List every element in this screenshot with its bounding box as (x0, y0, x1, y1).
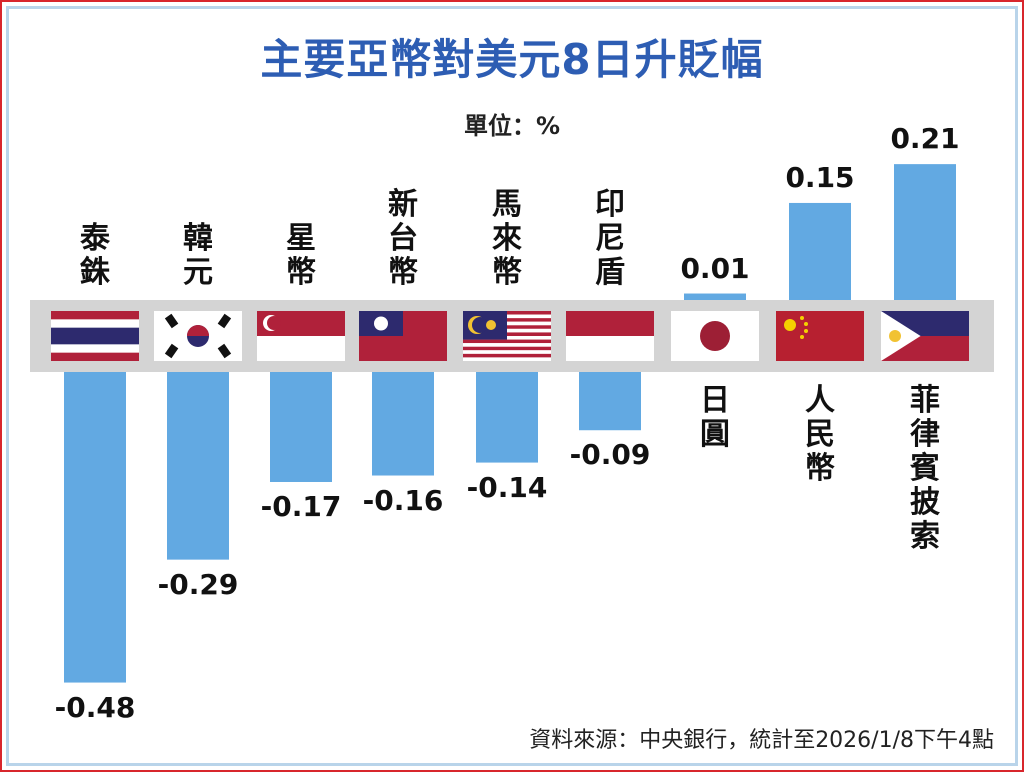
malaysia-flag-icon (463, 311, 551, 361)
value-label: 0.21 (890, 122, 960, 156)
inner-frame (6, 6, 1018, 766)
category-label: 泰銖 (80, 221, 110, 290)
value-label: 0.15 (785, 160, 855, 194)
taiwan-flag-icon (359, 311, 447, 361)
value-label: -0.29 (157, 567, 239, 601)
thailand-flag-icon (51, 311, 139, 361)
value-label: -0.16 (362, 483, 444, 517)
category-label: 菲律賓披索 (910, 383, 940, 554)
bar-5 (579, 372, 641, 431)
singapore-flag-icon (257, 311, 345, 361)
category-label: 馬來幣 (492, 187, 522, 290)
category-label: 星幣 (286, 221, 316, 290)
category-label: 新台幣 (388, 187, 418, 290)
bar-6 (684, 293, 746, 300)
bar-3 (372, 372, 434, 476)
value-label: -0.17 (260, 489, 342, 523)
bar-7 (789, 202, 851, 300)
unit-label: 單位：% (463, 112, 561, 140)
category-label: 印尼盾 (595, 187, 625, 290)
china-flag-icon (776, 311, 864, 361)
value-label: 0.01 (680, 251, 750, 285)
bar-8 (894, 164, 956, 300)
chart-title: 主要亞幣對美元8日升貶幅 (260, 35, 764, 84)
bar-4 (476, 372, 538, 463)
south-korea-flag-icon (154, 311, 242, 361)
philippines-flag-icon (881, 311, 969, 361)
japan-flag-icon (671, 311, 759, 361)
value-label: -0.48 (54, 690, 136, 724)
value-label: -0.09 (569, 438, 651, 472)
bar-0 (64, 372, 126, 683)
indonesia-flag-icon (566, 311, 654, 361)
source-note: 資料來源：中央銀行，統計至2026/1/8下午4點 (529, 728, 994, 753)
category-label: 日圓 (700, 383, 730, 452)
bar-1 (167, 372, 229, 560)
bar-2 (270, 372, 332, 482)
category-label: 人民幣 (805, 383, 835, 486)
category-label: 韓元 (183, 221, 213, 290)
value-label: -0.14 (466, 470, 548, 504)
